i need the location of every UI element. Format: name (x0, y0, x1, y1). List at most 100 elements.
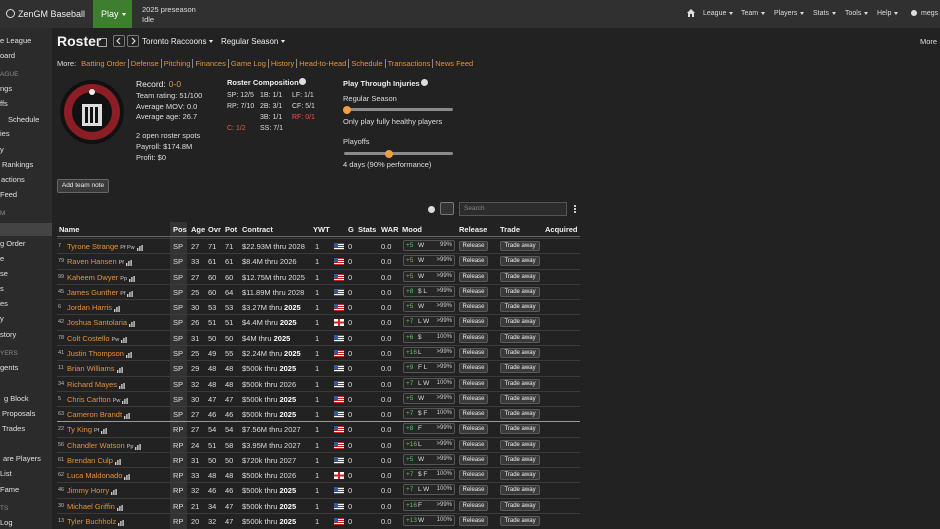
sidebar-link[interactable]: Trades (2, 424, 26, 433)
trade-button[interactable]: Trade away (500, 332, 540, 343)
stats-icon[interactable] (135, 443, 142, 450)
player-name[interactable]: Kaheem Dwyer (67, 272, 119, 282)
player-name[interactable]: Tyrone Strange (67, 242, 119, 251)
release-button[interactable]: Release (459, 271, 488, 282)
stats-icon[interactable] (114, 305, 120, 313)
stats-icon[interactable] (136, 244, 143, 252)
release-button[interactable]: Release (459, 454, 488, 465)
user[interactable]: megs (921, 10, 939, 17)
mood-badge[interactable]: +16 F >99% (403, 499, 455, 511)
trade-button[interactable]: Trade away (500, 500, 540, 511)
player-name[interactable]: Luca Maldonado (67, 471, 123, 481)
column-header[interactable]: WAR (381, 225, 399, 234)
trade-button[interactable]: Trade away (500, 454, 540, 465)
play-button[interactable]: Play (101, 9, 126, 19)
release-button[interactable]: Release (459, 409, 488, 420)
column-header[interactable]: Stats (358, 225, 377, 234)
column-header[interactable]: Name (59, 225, 80, 234)
player-name[interactable]: Ty King (67, 425, 93, 435)
sidebar-link[interactable]: ffs (0, 99, 8, 108)
trade-button[interactable]: Trade away (500, 256, 540, 267)
column-header[interactable]: Pot (225, 225, 238, 234)
mood-badge[interactable]: +5 W >99% (403, 453, 455, 465)
column-header[interactable]: Pos (173, 225, 187, 234)
trade-button[interactable]: Trade away (500, 393, 540, 404)
nav-arrow[interactable] (127, 35, 139, 47)
column-header[interactable]: Mood (402, 225, 422, 234)
player-name[interactable]: Justin Thompson (67, 348, 124, 358)
trade-button[interactable]: Trade away (500, 485, 540, 496)
player-name[interactable]: Jordan Harris (67, 303, 113, 313)
stats-icon[interactable] (116, 366, 123, 374)
trade-button[interactable]: Trade away (500, 286, 540, 297)
trade-button[interactable]: Trade away (500, 363, 540, 374)
sidebar-link[interactable]: y (0, 314, 4, 323)
trade-button[interactable]: Trade away (500, 378, 540, 389)
slider-knob[interactable] (385, 149, 393, 158)
nav-menu[interactable]: Team (741, 10, 765, 17)
sidebar-link[interactable]: List (0, 469, 12, 478)
stats-icon[interactable] (129, 320, 135, 328)
mood-badge[interactable]: +7 L W 100% (403, 484, 455, 496)
sidebar-link[interactable]: are Players (3, 454, 41, 463)
more-link[interactable]: News Feed (432, 59, 476, 68)
sidebar-link[interactable]: e League (0, 36, 32, 45)
stats-icon[interactable] (125, 259, 132, 267)
add-note-button[interactable]: Add team note (57, 179, 109, 193)
mood-badge[interactable]: +5 W >99% (403, 255, 455, 267)
column-header[interactable]: Trade (500, 225, 521, 234)
record-value[interactable]: 0-0 (168, 79, 182, 89)
player-name[interactable]: Colt Costello (67, 333, 110, 343)
nav-arrow[interactable] (113, 35, 125, 47)
player-name[interactable]: Tyler Buchholz (67, 517, 117, 527)
column-header[interactable]: Acquired (545, 225, 578, 234)
player-name[interactable]: Jimmy Horry (67, 486, 110, 496)
nav-menu[interactable]: Tools (845, 10, 868, 17)
column-header[interactable]: Age (191, 225, 206, 234)
release-button[interactable]: Release (459, 500, 488, 511)
release-button[interactable]: Release (459, 256, 488, 267)
player-name[interactable]: Michael Griffin (67, 501, 115, 511)
trade-button[interactable]: Trade away (500, 439, 540, 450)
column-header[interactable]: G (348, 225, 354, 234)
mood-badge[interactable]: +16 L >99% (403, 346, 455, 358)
mood-badge[interactable]: +7 $ F 100% (403, 408, 455, 420)
release-button[interactable]: Release (459, 516, 488, 527)
release-button[interactable]: Release (459, 485, 488, 496)
nav-menu[interactable]: Stats (813, 10, 836, 17)
player-name[interactable]: Chandler Watson (67, 440, 125, 450)
more-link[interactable]: Schedule (348, 59, 385, 68)
sidebar-link[interactable]: y (0, 145, 4, 154)
mood-badge[interactable]: +16 L >99% (403, 438, 455, 450)
release-button[interactable]: Release (459, 470, 488, 481)
trade-button[interactable]: Trade away (500, 302, 540, 313)
mood-badge[interactable]: +7 L W >99% (403, 316, 455, 328)
release-button[interactable]: Release (459, 424, 488, 435)
mood-badge[interactable]: +5 W >99% (403, 270, 455, 282)
player-name[interactable]: James Gunther (67, 287, 119, 297)
season-select[interactable]: Regular Season (221, 37, 285, 46)
player-name[interactable]: Cameron Brandt (67, 410, 123, 420)
more-link[interactable]: Transactions (384, 59, 433, 68)
more-link[interactable]: Batting Order (81, 59, 126, 68)
column-header[interactable]: YWT (313, 225, 330, 234)
stats-icon[interactable] (119, 382, 125, 389)
more-menu[interactable]: More (920, 37, 938, 46)
more-link[interactable]: Pitching (160, 59, 193, 68)
mood-badge[interactable]: +8 F >99% (403, 423, 455, 435)
player-name[interactable]: Brian Williams (67, 364, 115, 374)
trade-button[interactable]: Trade away (500, 271, 540, 282)
sidebar-link[interactable]: gents (0, 363, 19, 372)
sidebar-link[interactable]: ies (0, 129, 10, 138)
release-button[interactable]: Release (459, 332, 488, 343)
mood-badge[interactable]: +13 W 100% (403, 515, 455, 527)
slider-knob[interactable] (343, 105, 351, 114)
sidebar-link[interactable]: oard (0, 51, 16, 60)
nav-menu[interactable]: League (703, 10, 733, 17)
release-button[interactable]: Release (459, 439, 488, 450)
sidebar-link[interactable]: es (0, 299, 8, 308)
trade-button[interactable]: Trade away (500, 470, 540, 481)
nav-menu[interactable]: Players (774, 10, 804, 17)
release-button[interactable]: Release (459, 241, 488, 251)
column-header[interactable]: Ovr (208, 225, 221, 234)
